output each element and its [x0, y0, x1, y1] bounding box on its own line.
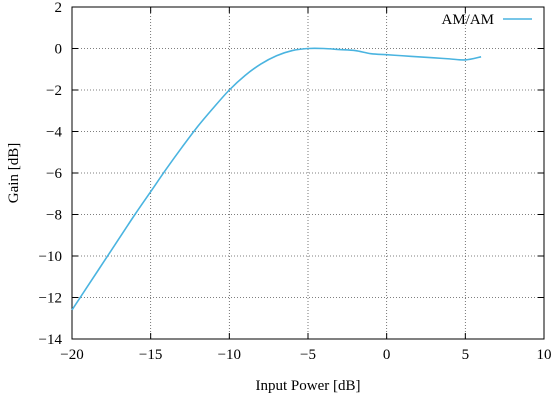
- x-axis-label: Input Power [dB]: [256, 378, 361, 394]
- x-tick-label-5: 5: [462, 347, 470, 363]
- y-tick-label-6: −2: [46, 83, 62, 99]
- y-tick-label-0: −14: [39, 332, 63, 348]
- y-tick-label-5: −4: [46, 125, 62, 141]
- y-tick-label-2: −10: [39, 249, 62, 265]
- ticks: −20 −15 −10 −5 0 5 10−14−12−10−8−6−4−202: [39, 0, 552, 363]
- y-tick-label-8: 2: [55, 0, 63, 16]
- x-tick-label-6: 10: [537, 347, 552, 363]
- x-tick-label-4: 0: [383, 347, 391, 363]
- legend: AM/AM: [441, 12, 532, 28]
- x-tick-label-0: −20: [60, 347, 83, 363]
- y-tick-label-3: −8: [46, 208, 62, 224]
- y-tick-label-4: −6: [46, 166, 62, 182]
- y-axis-label: Gain [dB]: [6, 143, 22, 203]
- x-tick-label-3: −5: [300, 347, 316, 363]
- legend-label-am-am: AM/AM: [441, 12, 494, 28]
- series-line-am-am: [71, 47, 482, 311]
- y-tick-label-7: 0: [55, 42, 63, 58]
- grid: [72, 7, 544, 339]
- x-tick-label-2: −10: [218, 347, 241, 363]
- x-tick-label-1: −15: [139, 347, 162, 363]
- y-tick-label-1: −12: [39, 291, 62, 307]
- series-layer: [71, 47, 482, 311]
